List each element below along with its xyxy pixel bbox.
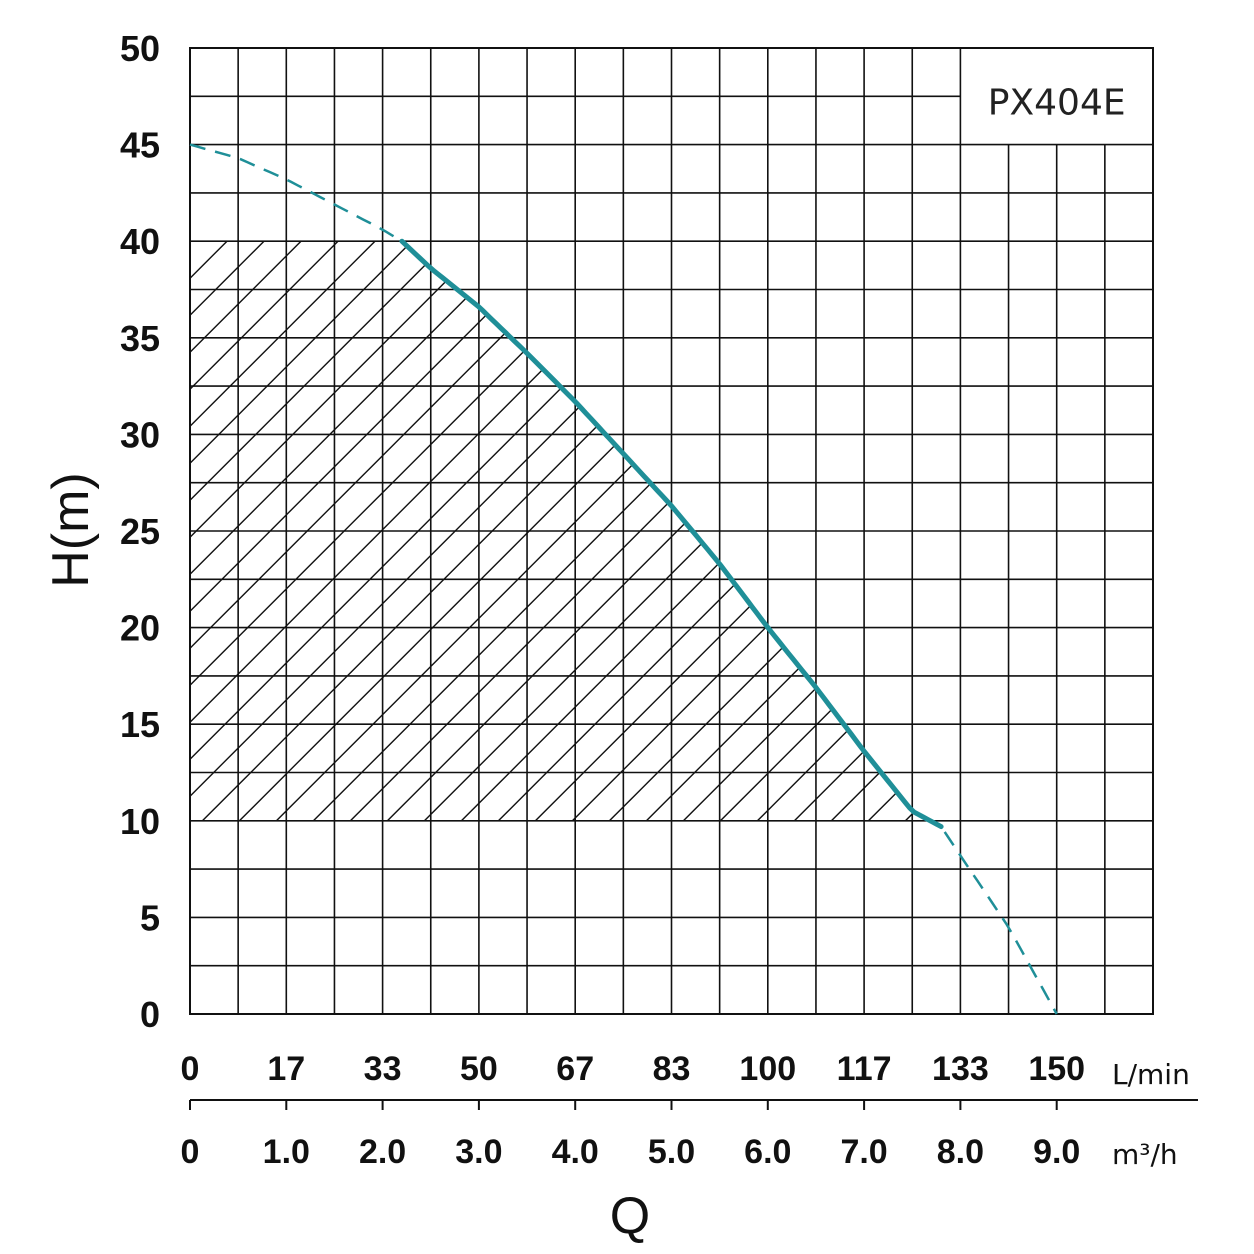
y-tick-label: 45	[120, 125, 160, 166]
hatch-line	[719, 241, 931, 821]
y-tick-label: 25	[120, 511, 160, 552]
hatch-line	[190, 241, 561, 821]
y-tick-label: 15	[120, 704, 160, 745]
x-tick-lmin: 100	[739, 1050, 796, 1088]
y-tick-label: 5	[140, 897, 160, 938]
x-tick-lmin: 0	[181, 1050, 200, 1088]
x-tick-m3h: 7.0	[840, 1133, 887, 1171]
x-tick-m3h: 5.0	[648, 1133, 695, 1171]
y-tick-label: 10	[120, 801, 160, 842]
x-tick-m3h: 9.0	[1033, 1133, 1080, 1171]
y-tick-label: 20	[120, 608, 160, 649]
hatch-line	[190, 241, 413, 821]
x-tick-m3h: 6.0	[744, 1133, 791, 1171]
hatch-line	[682, 241, 931, 821]
x-tick-lmin: 117	[837, 1050, 892, 1088]
x-tick-lmin: 67	[556, 1050, 594, 1088]
x-tick-m3h: 3.0	[455, 1133, 502, 1171]
hatch-line	[190, 241, 376, 821]
hatch-line	[190, 241, 339, 821]
x-tick-m3h: 8.0	[937, 1133, 984, 1171]
y-axis-ticks: 0 5 10 15 20 25 30 35 40 45 50	[120, 28, 160, 1035]
hatch-line	[190, 241, 524, 821]
model-label: PX404E	[988, 82, 1126, 123]
y-axis-title: H(m)	[42, 472, 100, 588]
x-tick-lmin: 83	[653, 1050, 691, 1088]
y-tick-label: 50	[120, 28, 160, 69]
hatch-line	[1164, 241, 1254, 821]
x-tick-m3h: 1.0	[263, 1133, 310, 1171]
hatch-line	[190, 241, 302, 821]
x-axes: 0 17 33 50 67 83 100 117 133 150 0 1.0 2.0 3.0 4.0 5.0 6…	[181, 1050, 1198, 1171]
y-tick-label: 0	[140, 994, 160, 1035]
x-axis-title: Q	[610, 1187, 650, 1245]
hatch-line	[645, 241, 931, 821]
x-tick-lmin: 150	[1028, 1050, 1085, 1088]
y-tick-label: 35	[120, 318, 160, 359]
hatch-line	[190, 241, 598, 821]
hatch-line	[190, 241, 487, 821]
curve-solid	[399, 238, 944, 830]
y-tick-label: 30	[120, 414, 160, 455]
x-unit-m3h: m³/h	[1112, 1138, 1178, 1171]
hatch-line	[190, 241, 450, 821]
x-tick-lmin: 133	[932, 1050, 989, 1088]
x-tick-m3h: 4.0	[552, 1133, 599, 1171]
x-tick-m3h: 2.0	[359, 1133, 406, 1171]
x-tick-lmin: 50	[460, 1050, 498, 1088]
x-tick-m3h: 0	[181, 1133, 200, 1171]
x-tick-lmin: 17	[267, 1050, 305, 1088]
performance-curve	[189, 143, 1058, 1015]
y-tick-label: 40	[120, 221, 160, 262]
grid: PX404E	[189, 47, 1154, 1015]
x-unit-lmin: L/min	[1112, 1058, 1190, 1091]
x-tick-lmin: 33	[364, 1050, 402, 1088]
